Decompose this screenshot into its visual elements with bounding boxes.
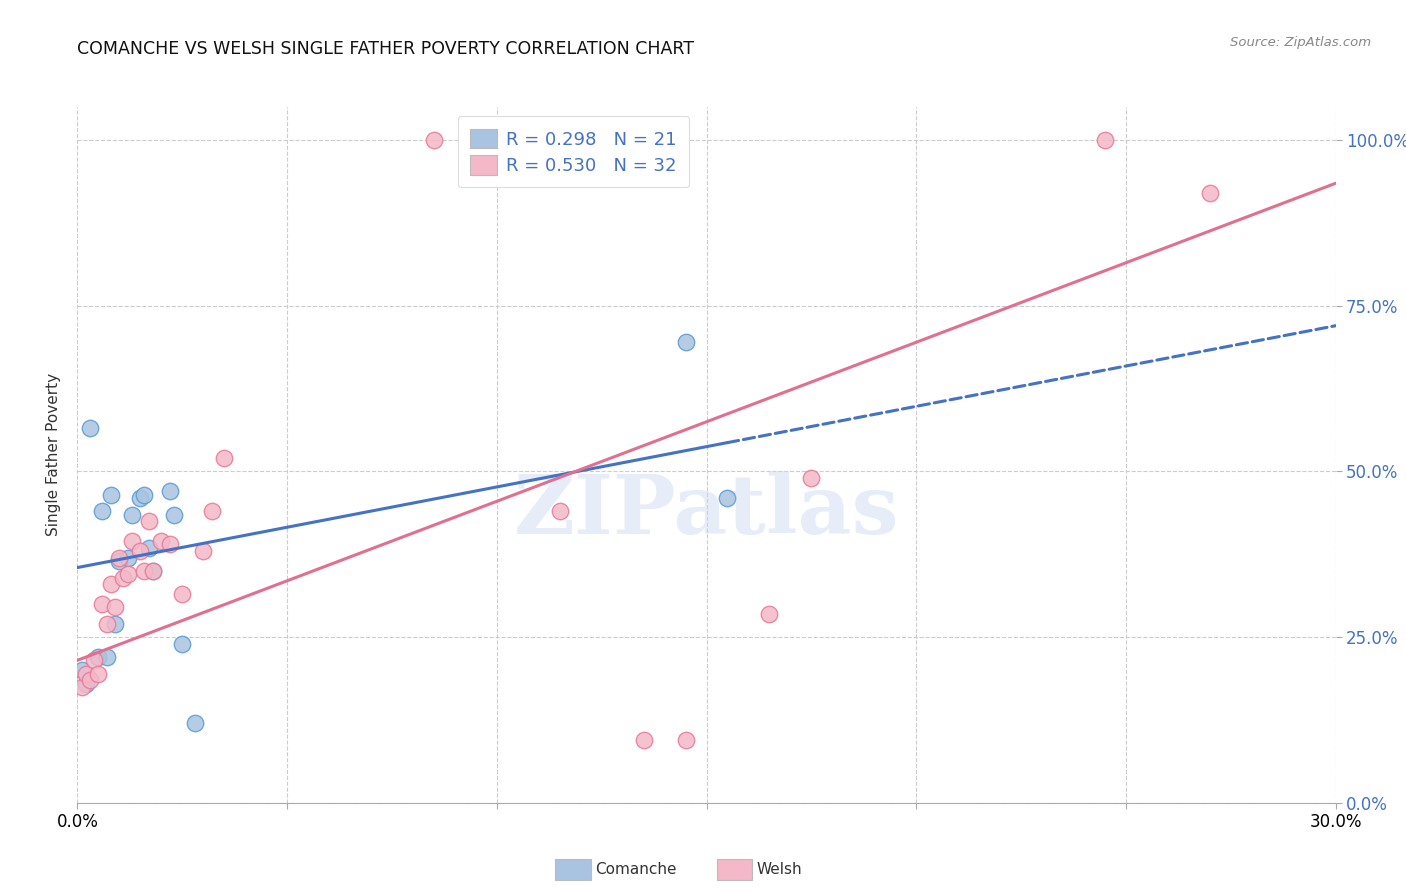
Point: [70, 680, 93, 694]
Point: [121, 508, 143, 522]
Point: [100, 488, 122, 502]
Point: [191, 544, 215, 558]
Point: [75, 666, 97, 681]
Point: [150, 534, 173, 549]
Point: [758, 607, 780, 621]
Point: [159, 484, 181, 499]
Point: [83, 653, 105, 667]
Text: Comanche: Comanche: [595, 863, 676, 877]
Y-axis label: Single Father Poverty: Single Father Poverty: [46, 374, 62, 536]
Point: [200, 504, 222, 518]
Point: [1199, 186, 1222, 201]
Point: [716, 491, 738, 505]
Point: [108, 550, 131, 565]
Point: [184, 716, 207, 731]
Point: [70, 663, 93, 677]
Point: [91, 597, 114, 611]
Point: [108, 554, 131, 568]
Point: [633, 732, 655, 747]
Point: [675, 732, 697, 747]
Point: [138, 514, 160, 528]
Point: [129, 544, 152, 558]
Point: [159, 537, 181, 551]
Point: [163, 508, 186, 522]
Point: [548, 504, 571, 518]
Point: [96, 650, 118, 665]
Point: [134, 488, 156, 502]
Point: [79, 421, 101, 435]
Point: [100, 577, 122, 591]
Point: [112, 570, 135, 584]
Point: [675, 335, 697, 350]
Point: [142, 564, 165, 578]
Point: [464, 133, 486, 147]
Point: [87, 666, 110, 681]
Text: ZIPatlas: ZIPatlas: [513, 471, 900, 550]
Point: [134, 564, 156, 578]
Point: [800, 471, 823, 485]
Point: [91, 504, 114, 518]
Point: [75, 676, 97, 690]
Point: [117, 550, 139, 565]
Text: COMANCHE VS WELSH SINGLE FATHER POVERTY CORRELATION CHART: COMANCHE VS WELSH SINGLE FATHER POVERTY …: [77, 40, 695, 58]
Legend: R = 0.298   N = 21, R = 0.530   N = 32: R = 0.298 N = 21, R = 0.530 N = 32: [457, 116, 689, 187]
Point: [129, 491, 152, 505]
Point: [87, 650, 110, 665]
Point: [212, 451, 235, 466]
Point: [96, 616, 118, 631]
Point: [104, 600, 127, 615]
Point: [172, 637, 194, 651]
Point: [633, 133, 655, 147]
Point: [121, 534, 143, 549]
Point: [423, 133, 446, 147]
Point: [104, 616, 127, 631]
Text: Source: ZipAtlas.com: Source: ZipAtlas.com: [1230, 36, 1371, 49]
Point: [142, 564, 165, 578]
Point: [172, 587, 194, 601]
Point: [1094, 133, 1116, 147]
Text: Welsh: Welsh: [756, 863, 801, 877]
Point: [79, 673, 101, 688]
Point: [117, 567, 139, 582]
Point: [138, 541, 160, 555]
